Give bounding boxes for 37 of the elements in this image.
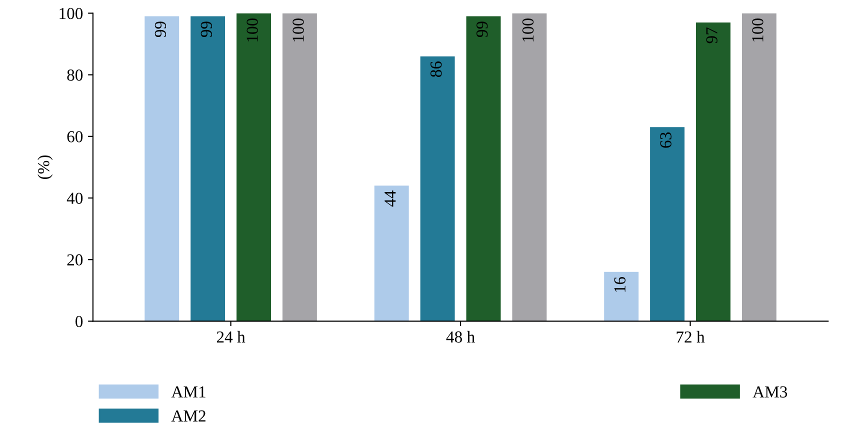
- bar: [742, 13, 776, 322]
- data-label: 99: [476, 22, 488, 38]
- data-label: 99: [154, 22, 166, 38]
- data-label: 99: [200, 22, 212, 38]
- bar: [650, 127, 685, 322]
- data-label: 100: [292, 18, 304, 42]
- y-tick-label: 40: [66, 192, 83, 204]
- bar: [144, 16, 180, 322]
- bar: [236, 13, 271, 322]
- bar: [604, 272, 639, 322]
- data-label: 100: [522, 18, 534, 42]
- bar: [374, 186, 409, 322]
- bar: [696, 22, 730, 322]
- x-tick-label: 24 h: [216, 330, 246, 342]
- y-axis-title: (%): [38, 155, 53, 179]
- bar: [512, 13, 547, 322]
- y-tick-label: 0: [76, 316, 83, 328]
- legend-label: AM2: [171, 410, 206, 422]
- bar: [466, 16, 501, 322]
- data-label: 86: [430, 61, 442, 77]
- bar: [190, 16, 226, 322]
- bar: [420, 56, 455, 322]
- data-label: 100: [246, 18, 258, 42]
- data-label: 44: [384, 190, 396, 207]
- y-tick-label: 20: [67, 254, 83, 266]
- data-label: 16: [614, 277, 626, 292]
- y-tick-label: 100: [60, 8, 83, 20]
- data-label: 100: [752, 18, 764, 42]
- y-tick-label: 60: [67, 131, 83, 142]
- data-label: 97: [706, 28, 718, 44]
- data-label: 63: [660, 132, 672, 148]
- bar: [282, 13, 317, 322]
- y-tick-label: 80: [67, 70, 83, 81]
- x-tick-label: 72 h: [676, 330, 705, 342]
- legend-label: AM1: [171, 386, 206, 398]
- x-tick-label: 48 h: [446, 330, 475, 343]
- legend-label: AM3: [752, 386, 788, 398]
